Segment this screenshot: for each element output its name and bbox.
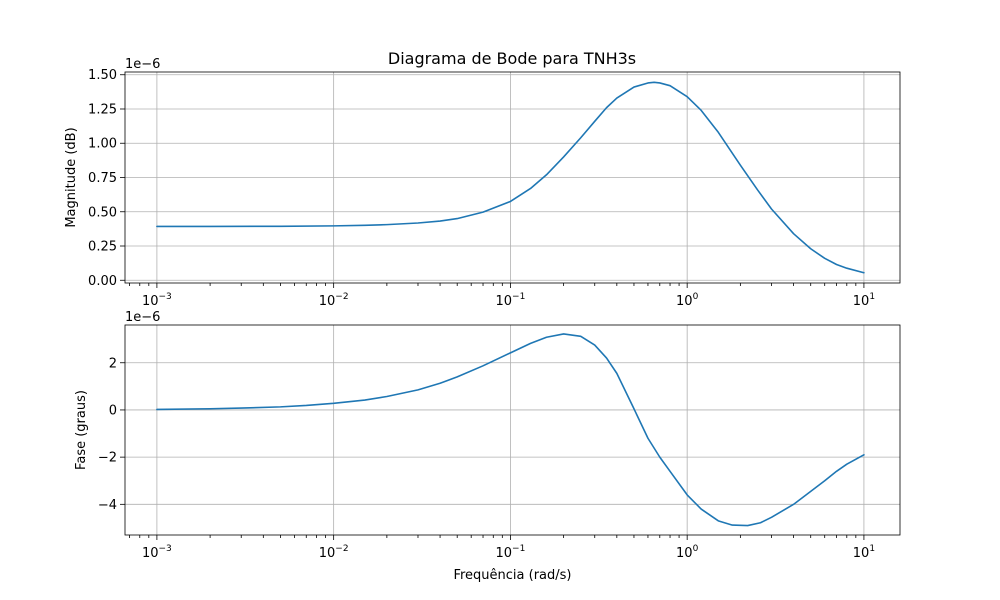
phase-plot: 10−3 10−2 10−1 100 101 −4 −2 0 2 1e−6 Fase (graus)… — [74, 310, 901, 583]
magnitude-y-tick-label-1: 0.25 — [88, 240, 117, 255]
figure-title: Diagrama de Bode para TNH3s — [388, 49, 636, 68]
magnitude-x-tick-label-2: 10−1 — [495, 292, 525, 309]
magnitude-y-tick-label-5: 1.25 — [88, 102, 117, 117]
phase-x-tick-label-3: 100 — [676, 544, 699, 561]
magnitude-y-tick-label-2: 0.50 — [88, 205, 117, 220]
magnitude-y-tick-label-6: 1.50 — [88, 68, 117, 83]
phase-y-tick-label-2: 0 — [109, 403, 117, 418]
phase-x-axis-label: Frequência (rad/s) — [453, 568, 571, 583]
magnitude-x-tick-label-1: 10−2 — [319, 292, 349, 309]
magnitude-y-tick-label-3: 0.75 — [88, 171, 117, 186]
magnitude-x-tick-label-3: 100 — [676, 292, 699, 309]
magnitude-y-tick-label-4: 1.00 — [88, 137, 117, 152]
magnitude-y-axis-label: Magnitude (dB) — [64, 127, 79, 227]
phase-y-tick-label-3: 2 — [109, 356, 117, 371]
magnitude-x-tick-label-4: 101 — [853, 292, 875, 309]
magnitude-y-tick-label-0: 0.00 — [88, 274, 117, 289]
magnitude-plot: 10−3 10−2 10−1 100 101 0.00 0.25 0.50 0.75 1.00 1.… — [64, 57, 901, 309]
phase-y-tick-label-1: −2 — [98, 451, 117, 466]
phase-x-tick-label-2: 10−1 — [495, 544, 525, 561]
magnitude-x-tick-label-0: 10−3 — [142, 292, 172, 309]
phase-x-tick-label-4: 101 — [853, 544, 875, 561]
phase-y-offset-text: 1e−6 — [125, 310, 160, 325]
magnitude-y-offset-text: 1e−6 — [125, 57, 160, 72]
phase-x-tick-label-0: 10−3 — [142, 544, 172, 561]
phase-y-axis-label: Fase (graus) — [74, 390, 89, 470]
phase-x-tick-label-1: 10−2 — [319, 544, 349, 561]
phase-series-line-0 — [156, 333, 865, 527]
phase-axes-frame — [124, 324, 901, 536]
phase-y-tick-label-0: −4 — [98, 498, 117, 513]
magnitude-series-line-0 — [156, 81, 865, 274]
